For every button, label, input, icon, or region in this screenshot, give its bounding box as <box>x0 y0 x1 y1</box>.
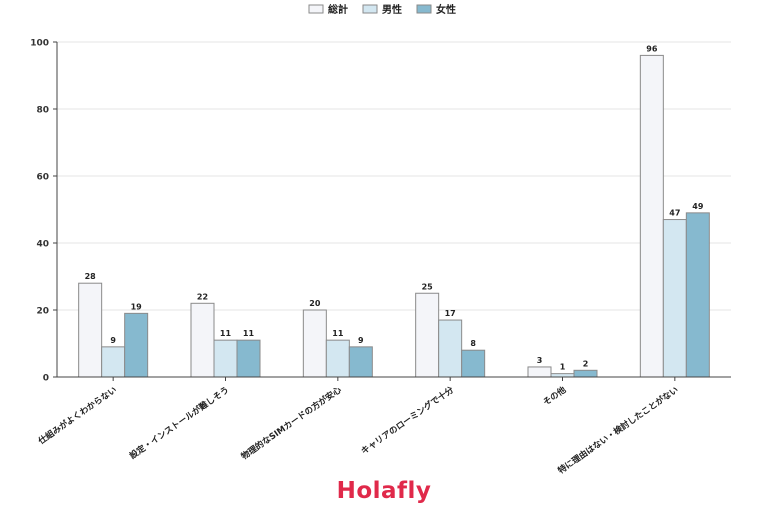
y-tick-label: 60 <box>36 173 49 183</box>
legend-label: 男性 <box>382 3 402 16</box>
data-label: 11 <box>243 329 255 338</box>
y-tick-label: 100 <box>30 39 49 49</box>
data-label: 47 <box>669 209 680 218</box>
bar-総計 <box>415 292 440 378</box>
bar-男性 <box>213 339 238 378</box>
y-tick-label: 80 <box>36 106 49 116</box>
bar-総計 <box>190 302 215 378</box>
data-label: 28 <box>85 272 97 281</box>
legend-swatch <box>362 4 378 14</box>
legend-swatch <box>308 4 324 14</box>
data-label: 9 <box>110 336 116 345</box>
y-axis: 0 20 40 60 80 100 <box>30 39 58 384</box>
bar-総計 <box>302 309 327 378</box>
y-tick-label: 0 <box>43 374 49 384</box>
bar-総計 <box>639 54 664 378</box>
holafly-logo: Holafly <box>336 478 432 504</box>
legend-swatch <box>416 4 432 14</box>
bar-総計 <box>78 282 103 378</box>
data-label: 49 <box>692 202 704 211</box>
data-label: 3 <box>537 356 543 365</box>
bar-女性 <box>236 339 261 378</box>
legend-label: 総計 <box>328 3 348 16</box>
data-label: 9 <box>358 336 364 345</box>
x-tick-label: 仕組みがよくわからない <box>36 384 119 447</box>
x-tick-label: 特に理由はない・検討したことがない <box>556 384 681 476</box>
bar-女性 <box>124 312 149 378</box>
bar-女性 <box>685 212 710 378</box>
bar-男性 <box>325 339 350 378</box>
data-label: 1 <box>560 363 566 372</box>
data-label: 96 <box>646 44 658 53</box>
data-label: 11 <box>220 329 232 338</box>
x-tick-label: キャリアのローミングで十分 <box>359 384 456 457</box>
x-tick-label: 設定・インストールが難しそう <box>128 384 232 461</box>
bar-男性 <box>662 219 687 378</box>
x-tick-label: 物理的なSIMカードの方が安心 <box>239 384 344 462</box>
bar-女性 <box>348 346 373 378</box>
y-tick-label: 40 <box>36 240 49 250</box>
data-label: 20 <box>309 299 321 308</box>
data-label: 2 <box>583 359 589 368</box>
data-label: 25 <box>422 282 434 291</box>
gridlines <box>57 41 731 311</box>
data-label: 22 <box>197 292 208 301</box>
data-label: 11 <box>332 329 344 338</box>
x-tick-label: その他 <box>541 384 569 408</box>
bar-男性 <box>438 319 463 378</box>
bar-総計 <box>527 366 552 378</box>
x-axis: 仕組みがよくわからない 設定・インストールが難しそう 物理的なSIMカードの方が安心… <box>36 376 731 476</box>
bar-男性 <box>101 346 126 378</box>
legend: 総計 男性 女性 <box>308 3 456 16</box>
data-label: 19 <box>131 302 143 311</box>
data-label: 8 <box>470 339 476 348</box>
bar-男性 <box>550 373 575 378</box>
bar-女性 <box>461 349 486 378</box>
data-label: 17 <box>445 309 456 318</box>
legend-label: 女性 <box>436 3 456 16</box>
bar-女性 <box>573 369 598 378</box>
y-tick-label: 20 <box>36 307 49 317</box>
bars: 28 9 19 22 11 11 20 11 9 25 17 8 3 1 2 96 47 49 <box>78 44 710 378</box>
